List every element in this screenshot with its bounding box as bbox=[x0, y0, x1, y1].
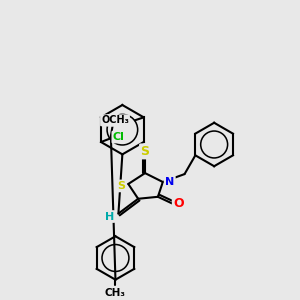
Text: S: S bbox=[141, 145, 150, 158]
Text: Cl: Cl bbox=[113, 132, 125, 142]
Text: N: N bbox=[165, 177, 174, 187]
Text: O: O bbox=[173, 197, 184, 210]
Text: H: H bbox=[105, 212, 114, 221]
Text: O: O bbox=[108, 115, 118, 125]
Text: OCH₃: OCH₃ bbox=[101, 115, 129, 125]
Text: S: S bbox=[117, 181, 125, 191]
Text: CH₃: CH₃ bbox=[105, 287, 126, 298]
